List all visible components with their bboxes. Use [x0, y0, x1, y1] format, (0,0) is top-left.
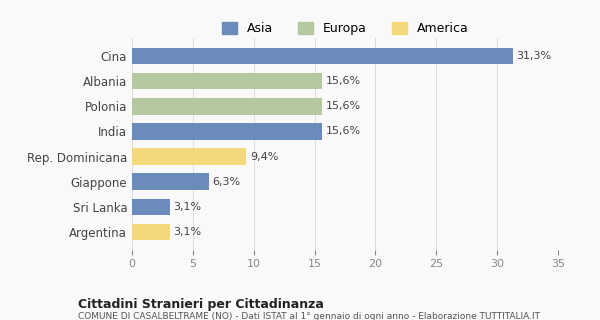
Bar — [132, 148, 247, 165]
Text: 6,3%: 6,3% — [212, 177, 241, 187]
Text: 3,1%: 3,1% — [173, 227, 202, 237]
Text: 9,4%: 9,4% — [250, 152, 278, 162]
Bar — [132, 199, 170, 215]
Bar — [132, 123, 322, 140]
Bar — [132, 73, 322, 89]
Text: Cittadini Stranieri per Cittadinanza: Cittadini Stranieri per Cittadinanza — [78, 298, 324, 311]
Legend: Asia, Europa, America: Asia, Europa, America — [217, 17, 473, 40]
Text: 31,3%: 31,3% — [517, 51, 552, 61]
Text: 3,1%: 3,1% — [173, 202, 202, 212]
Text: COMUNE DI CASALBELTRAME (NO) - Dati ISTAT al 1° gennaio di ogni anno - Elaborazi: COMUNE DI CASALBELTRAME (NO) - Dati ISTA… — [78, 312, 540, 320]
Bar — [132, 173, 209, 190]
Text: 15,6%: 15,6% — [326, 101, 361, 111]
Text: 15,6%: 15,6% — [326, 126, 361, 136]
Bar — [132, 48, 513, 64]
Text: 15,6%: 15,6% — [326, 76, 361, 86]
Bar — [132, 98, 322, 115]
Bar — [132, 224, 170, 240]
